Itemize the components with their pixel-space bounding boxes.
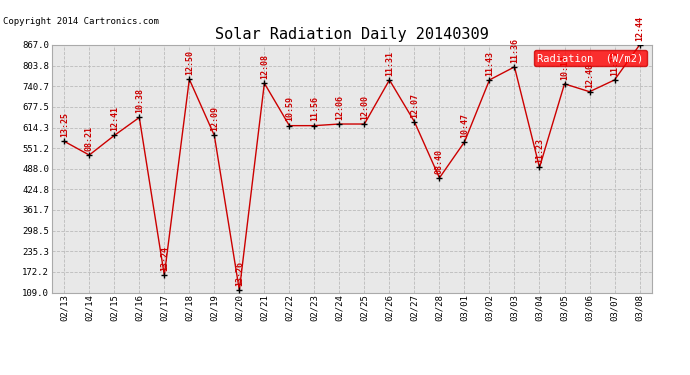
Text: 13:26: 13:26 [235, 261, 244, 286]
Text: 12:06: 12:06 [335, 95, 344, 120]
Text: 12:40: 12:40 [585, 63, 594, 87]
Text: 11:31: 11:31 [385, 51, 394, 76]
Text: 12:07: 12:07 [410, 93, 419, 118]
Text: 11:43: 11:43 [485, 51, 494, 76]
Text: 12:08: 12:08 [260, 54, 269, 79]
Text: 13:24: 13:24 [160, 246, 169, 271]
Text: 12:00: 12:00 [360, 95, 369, 120]
Title: Solar Radiation Daily 20140309: Solar Radiation Daily 20140309 [215, 27, 489, 42]
Text: 12:50: 12:50 [185, 50, 194, 75]
Text: 11:36: 11:36 [510, 38, 519, 63]
Text: 08:21: 08:21 [85, 126, 94, 151]
Text: 08:40: 08:40 [435, 149, 444, 174]
Text: 11:23: 11:23 [535, 138, 544, 163]
Text: 12:09: 12:09 [210, 106, 219, 131]
Text: Copyright 2014 Cartronics.com: Copyright 2014 Cartronics.com [3, 17, 159, 26]
Text: 10:14: 10:14 [560, 55, 569, 80]
Text: 12:41: 12:41 [110, 106, 119, 131]
Legend: Radiation  (W/m2): Radiation (W/m2) [534, 50, 647, 66]
Text: 13:25: 13:25 [60, 112, 69, 137]
Text: 12:44: 12:44 [635, 16, 644, 41]
Text: 11:56: 11:56 [310, 96, 319, 122]
Text: 10:38: 10:38 [135, 88, 144, 113]
Text: 10:59: 10:59 [285, 96, 294, 122]
Text: 10:47: 10:47 [460, 113, 469, 138]
Text: 11:20: 11:20 [610, 51, 619, 76]
